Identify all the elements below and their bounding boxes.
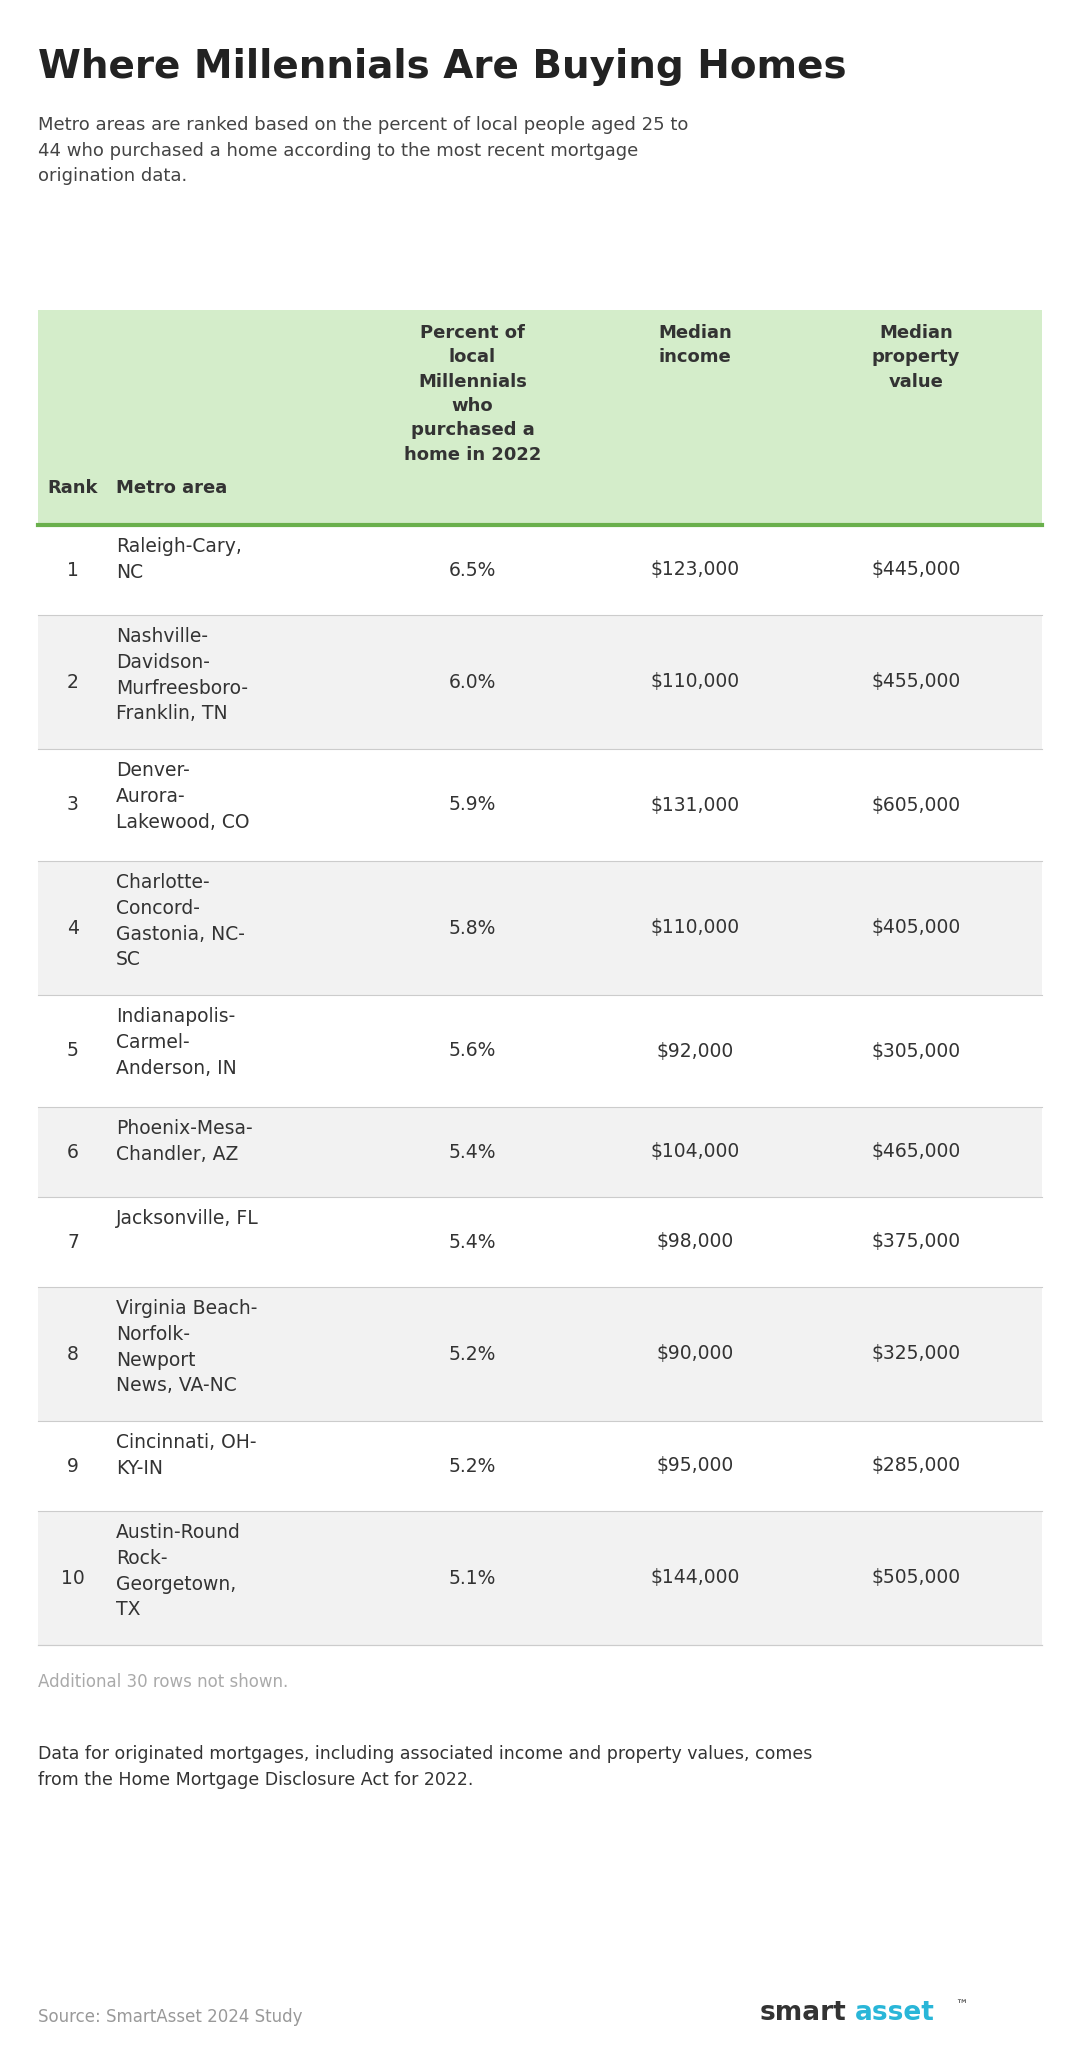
Text: $505,000: $505,000 (872, 1568, 960, 1588)
Text: $465,000: $465,000 (872, 1142, 960, 1162)
Text: Median
property
value: Median property value (872, 325, 960, 391)
Text: $131,000: $131,000 (650, 796, 740, 815)
Text: $445,000: $445,000 (872, 560, 961, 579)
Text: Rank: Rank (48, 480, 98, 496)
Text: $144,000: $144,000 (650, 1568, 740, 1588)
Text: 1: 1 (67, 560, 79, 579)
Text: $110,000: $110,000 (650, 672, 740, 691)
Text: 5.1%: 5.1% (449, 1568, 496, 1588)
Text: 5.9%: 5.9% (449, 796, 496, 815)
Text: Metro area: Metro area (116, 480, 227, 496)
Text: Raleigh-Cary,
NC: Raleigh-Cary, NC (116, 538, 242, 581)
Bar (38, 860, 1042, 995)
Text: $285,000: $285,000 (872, 1456, 960, 1474)
Text: 9: 9 (67, 1456, 79, 1474)
Text: $92,000: $92,000 (657, 1042, 733, 1061)
Text: $110,000: $110,000 (650, 918, 740, 937)
Text: Cincinnati, OH-
KY-IN: Cincinnati, OH- KY-IN (116, 1433, 257, 1479)
Text: Percent of
local
Millennials
who
purchased a
home in 2022: Percent of local Millennials who purchas… (404, 325, 541, 463)
Text: 5.2%: 5.2% (449, 1344, 496, 1363)
Bar (38, 1286, 1042, 1421)
Text: $605,000: $605,000 (872, 796, 960, 815)
Text: $123,000: $123,000 (650, 560, 740, 579)
Text: Median
income: Median income (658, 325, 732, 366)
Text: 5.2%: 5.2% (449, 1456, 496, 1474)
Text: 4: 4 (67, 918, 79, 937)
Text: ™: ™ (955, 2000, 968, 2012)
Text: Charlotte-
Concord-
Gastonia, NC-
SC: Charlotte- Concord- Gastonia, NC- SC (116, 873, 245, 970)
Bar (38, 749, 1042, 860)
Text: Denver-
Aurora-
Lakewood, CO: Denver- Aurora- Lakewood, CO (116, 761, 249, 831)
Text: Additional 30 rows not shown.: Additional 30 rows not shown. (38, 1673, 288, 1692)
Text: Source: SmartAsset 2024 Study: Source: SmartAsset 2024 Study (38, 2008, 302, 2027)
Text: asset: asset (855, 2000, 935, 2027)
Text: 2: 2 (67, 672, 79, 691)
Text: 5.8%: 5.8% (449, 918, 496, 937)
Text: 5: 5 (67, 1042, 79, 1061)
Text: Metro areas are ranked based on the percent of local people aged 25 to
44 who pu: Metro areas are ranked based on the perc… (38, 116, 688, 186)
Text: Nashville-
Davidson-
Murfreesboro-
Franklin, TN: Nashville- Davidson- Murfreesboro- Frank… (116, 627, 248, 724)
Text: 7: 7 (67, 1233, 79, 1251)
Text: Where Millennials Are Buying Homes: Where Millennials Are Buying Homes (38, 48, 847, 87)
Bar (38, 310, 1042, 525)
Bar (38, 1106, 1042, 1197)
Bar (38, 995, 1042, 1106)
Text: Indianapolis-
Carmel-
Anderson, IN: Indianapolis- Carmel- Anderson, IN (116, 1007, 237, 1077)
Bar (38, 614, 1042, 749)
Text: $455,000: $455,000 (872, 672, 960, 691)
Text: Virginia Beach-
Norfolk-
Newport
News, VA-NC: Virginia Beach- Norfolk- Newport News, V… (116, 1299, 257, 1396)
Text: $305,000: $305,000 (872, 1042, 960, 1061)
Text: $325,000: $325,000 (872, 1344, 960, 1363)
Text: $98,000: $98,000 (657, 1233, 733, 1251)
Text: $95,000: $95,000 (657, 1456, 733, 1474)
Text: 5.4%: 5.4% (449, 1142, 496, 1162)
Text: 10: 10 (62, 1568, 85, 1588)
Text: 6.0%: 6.0% (449, 672, 496, 691)
Text: smart: smart (760, 2000, 847, 2027)
Text: $375,000: $375,000 (872, 1233, 960, 1251)
Text: 6: 6 (67, 1142, 79, 1162)
Bar (38, 1197, 1042, 1286)
Bar (38, 1512, 1042, 1644)
Text: 3: 3 (67, 796, 79, 815)
Text: 8: 8 (67, 1344, 79, 1363)
Text: Austin-Round
Rock-
Georgetown,
TX: Austin-Round Rock- Georgetown, TX (116, 1522, 241, 1619)
Text: 5.6%: 5.6% (449, 1042, 496, 1061)
Bar (38, 1421, 1042, 1512)
Text: $90,000: $90,000 (657, 1344, 733, 1363)
Text: Data for originated mortgages, including associated income and property values, : Data for originated mortgages, including… (38, 1745, 812, 1789)
Bar (38, 525, 1042, 614)
Text: $104,000: $104,000 (650, 1142, 740, 1162)
Text: 6.5%: 6.5% (449, 560, 496, 579)
Text: 5.4%: 5.4% (449, 1233, 496, 1251)
Text: $405,000: $405,000 (872, 918, 960, 937)
Text: Phoenix-Mesa-
Chandler, AZ: Phoenix-Mesa- Chandler, AZ (116, 1119, 253, 1164)
Text: Jacksonville, FL: Jacksonville, FL (116, 1210, 259, 1228)
